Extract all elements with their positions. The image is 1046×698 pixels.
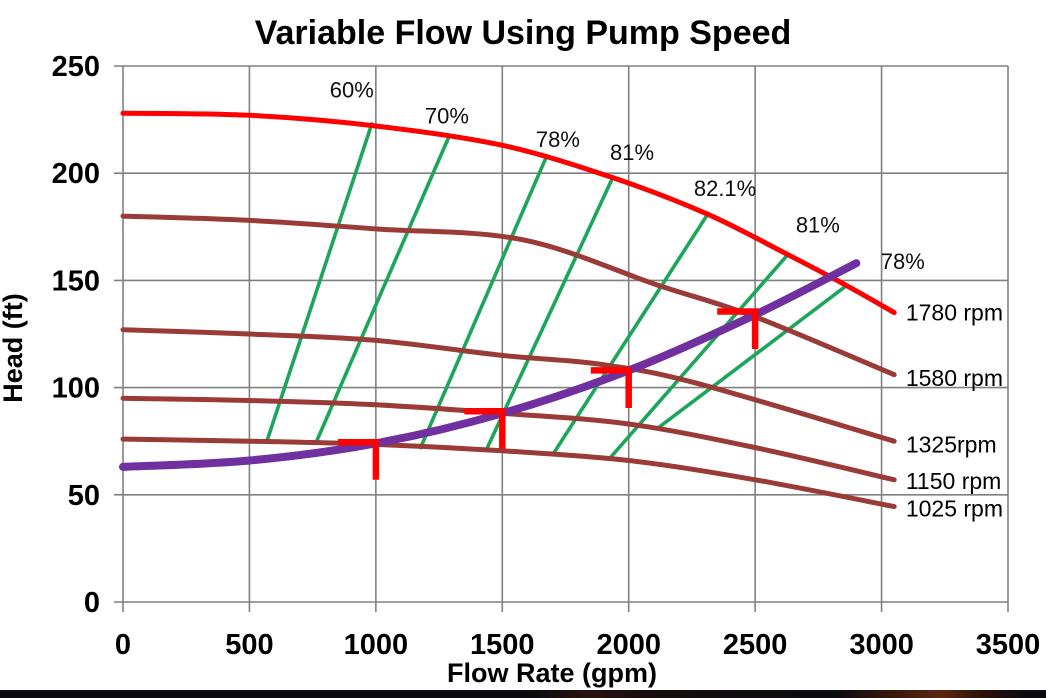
pump-curve-1325rpm	[120, 327, 897, 444]
efficiency-line-3-81%	[484, 175, 615, 452]
labels-layer: 0 500 1000 1500 2000 2500 3000 3500 0 50 100 150 200…	[52, 51, 1041, 661]
efficiency-label-0-60%: 60%	[330, 78, 374, 103]
pump-curve-1025rpm	[120, 436, 897, 510]
system-curve-layer	[119, 259, 861, 471]
operating-marker-2000gpm	[590, 367, 632, 408]
x-tick-label-1500: 1500	[470, 629, 535, 661]
rpm-label-1325: 1325rpm	[906, 431, 997, 457]
x-tick-label-0: 0	[115, 629, 131, 661]
efficiency-line-6-78%	[655, 285, 847, 431]
y-tick-label-50: 50	[68, 480, 100, 512]
efficiency-label-4-82.1%: 82.1%	[694, 176, 756, 201]
efficiency-lines-layer	[265, 122, 847, 461]
y-tick-label-0: 0	[84, 587, 100, 619]
x-tick-label-3000: 3000	[849, 629, 914, 661]
efficiency-line-4-82.1%	[551, 212, 710, 456]
bottom-window-edge	[0, 690, 1046, 698]
rpm-label-1150: 1150 rpm	[906, 468, 1001, 494]
system-curve	[119, 259, 861, 471]
operating-marker-2500gpm	[717, 308, 759, 349]
x-tick-label-3500: 3500	[976, 629, 1041, 661]
operating-marker-1000gpm	[337, 439, 380, 480]
rpm-label-1025: 1025 rpm	[906, 496, 1003, 522]
operating-markers-layer	[337, 308, 759, 480]
y-tick-label-250: 250	[52, 51, 100, 83]
efficiency-label-3-81%: 81%	[610, 140, 654, 165]
pump-curves-layer	[120, 110, 897, 510]
y-axis-title: Head (ft)	[0, 293, 28, 403]
efficiency-line-0-60%	[265, 122, 374, 444]
y-tick-label-150: 150	[52, 265, 100, 297]
pump-curve-1780rpm	[120, 110, 897, 316]
x-tick-label-500: 500	[225, 629, 273, 661]
efficiency-label-6-78%: 78%	[881, 249, 925, 274]
efficiency-line-2-78%	[418, 156, 548, 450]
y-tick-label-200: 200	[52, 158, 100, 190]
x-axis-title: Flow Rate (gpm)	[447, 658, 657, 688]
efficiency-label-2-78%: 78%	[536, 127, 580, 152]
rpm-label-1580: 1580 rpm	[906, 365, 1003, 391]
x-tick-label-2500: 2500	[723, 629, 788, 661]
efficiency-label-1-70%: 70%	[425, 103, 469, 128]
efficiency-line-1-70%	[314, 134, 451, 445]
rpm-label-1780: 1780 rpm	[906, 300, 1003, 326]
x-tick-label-2000: 2000	[596, 629, 661, 661]
y-tick-label-100: 100	[52, 373, 100, 405]
x-tick-label-1000: 1000	[344, 629, 409, 661]
chart-title: Variable Flow Using Pump Speed	[255, 14, 792, 52]
efficiency-label-5-81%: 81%	[796, 213, 840, 238]
efficiency-line-5-81%	[607, 252, 790, 461]
operating-marker-1500gpm	[464, 407, 506, 449]
